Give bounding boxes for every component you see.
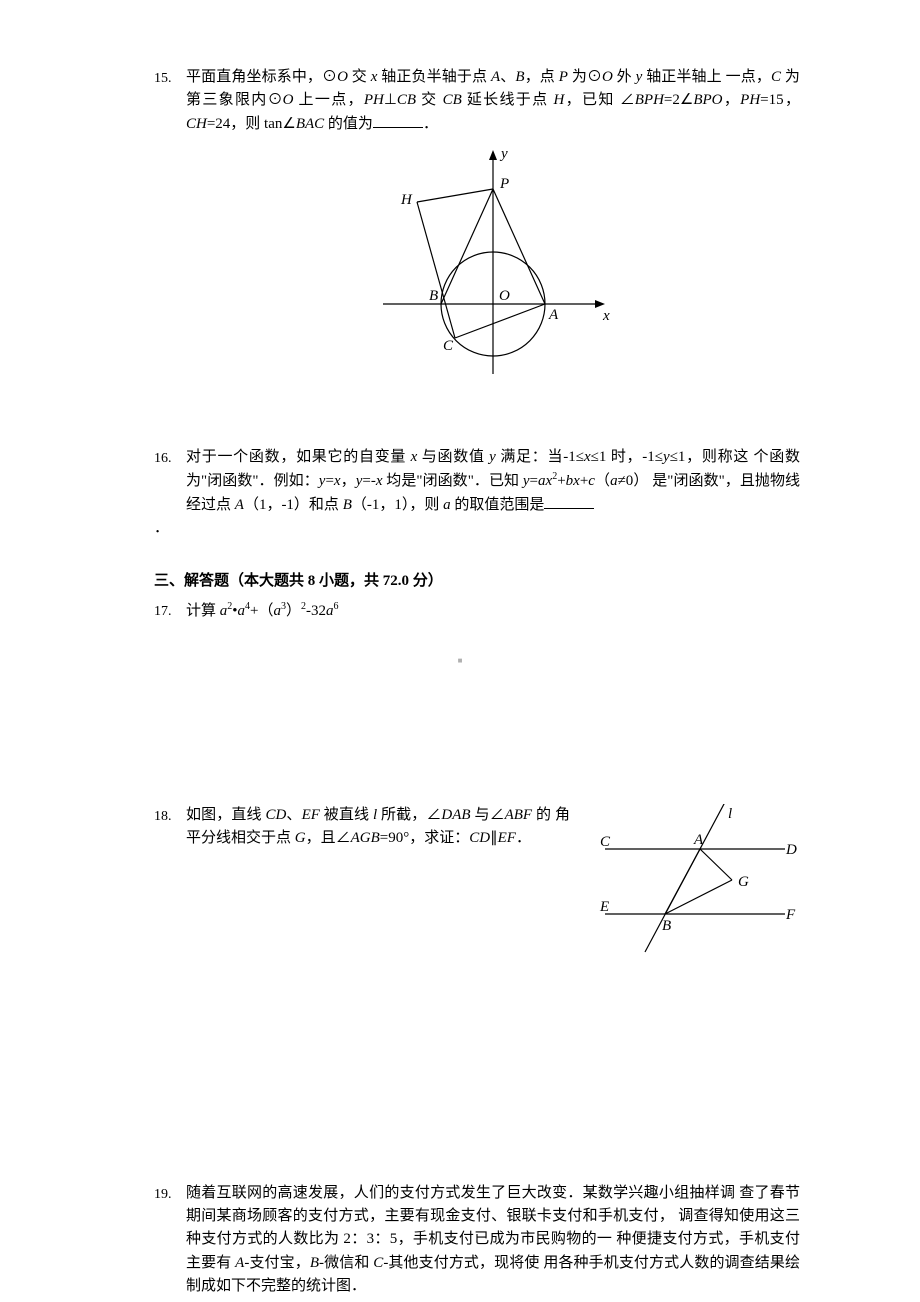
svg-text:y: y (499, 146, 508, 162)
svg-text:E: E (599, 899, 609, 915)
svg-text:G: G (738, 874, 749, 890)
svg-text:l: l (728, 806, 732, 822)
problem-19: 19. 随着互联网的高速发展，人们的支付方式发生了巨大改变．某数学兴趣小组抽样调… (154, 1182, 800, 1298)
svg-text:D: D (785, 842, 797, 858)
problem-number: 17. (154, 601, 186, 623)
problem-15: 15. 平面直角坐标系中，⊙O 交 x 轴正负半轴于点 A、B，点 P 为⊙O … (154, 66, 800, 400)
problem-number: 18. (154, 806, 186, 828)
svg-text:B: B (429, 288, 438, 304)
svg-text:C: C (600, 834, 611, 850)
svg-text:B: B (662, 918, 671, 934)
problem-number: 15. (154, 68, 186, 90)
problem-18: 18. 如图，直线 CD、EF 被直线 l 所截，∠DAB 与∠ABF 的 角平… (154, 804, 800, 962)
svg-text:A: A (693, 832, 704, 848)
problem-text-end: ． (154, 517, 800, 540)
problem-text: 平面直角坐标系中，⊙O 交 x 轴正负半轴于点 A、B，点 P 为⊙O 外 y … (186, 66, 800, 136)
figure-18: l C A D G E B F (590, 804, 800, 962)
answer-blank (544, 495, 594, 509)
svg-text:O: O (499, 288, 510, 304)
figure-15: y x H P B O C A (186, 144, 800, 392)
section-title: 三、解答题（本大题共 8 小题，共 72.0 分） (154, 570, 800, 593)
problem-16: 16. 对于一个函数，如果它的自变量 x 与函数值 y 满足：当-1≤x≤1 时… (154, 446, 800, 540)
svg-text:x: x (602, 308, 610, 324)
problem-text: 如图，直线 CD、EF 被直线 l 所截，∠DAB 与∠ABF 的 角平分线相交… (186, 804, 570, 851)
svg-text:H: H (400, 192, 413, 208)
svg-text:P: P (499, 176, 509, 192)
problem-text: 随着互联网的高速发展，人们的支付方式发生了巨大改变．某数学兴趣小组抽样调 查了春… (186, 1182, 800, 1298)
watermark: ■ (458, 655, 463, 667)
problem-17: 17. 计算 a2•a4+（a3）2-32a6 (154, 599, 800, 623)
problem-text: 对于一个函数，如果它的自变量 x 与函数值 y 满足：当-1≤x≤1 时，-1≤… (186, 446, 800, 517)
svg-text:A: A (548, 307, 559, 323)
svg-text:C: C (443, 338, 454, 354)
problem-number: 19. (154, 1184, 186, 1206)
problem-text: 计算 a2•a4+（a3）2-32a6 (186, 599, 800, 623)
answer-blank (373, 114, 423, 128)
problem-number: 16. (154, 448, 186, 470)
svg-text:F: F (785, 907, 796, 923)
